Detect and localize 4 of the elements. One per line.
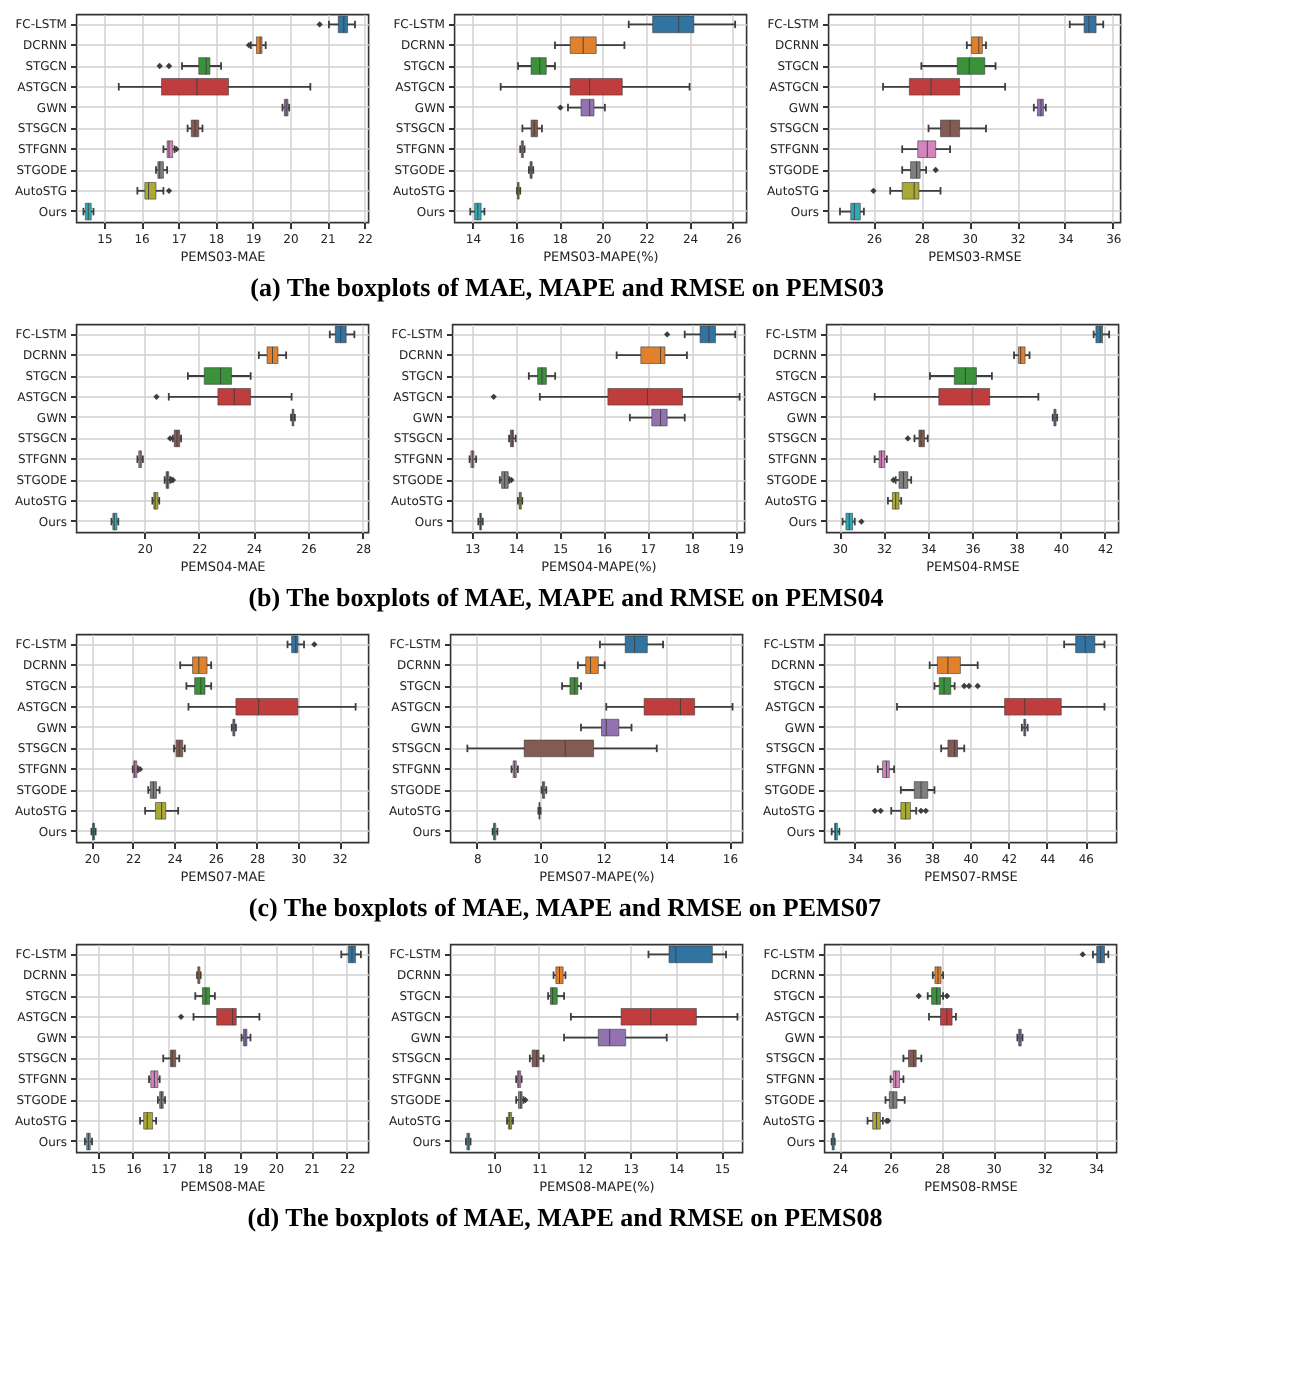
text: (d) The boxplots of MAE, MAPE and RMSE on PEMS08 [247,1201,884,1232]
text: (c) The boxplots of MAE, MAPE and RMSE on PEMS07 [248,891,883,922]
text: (b) The boxplots of MAE, MAPE and RMSE on PEMS04 [248,581,885,612]
text: (a) The boxplots of MAE, MAPE and RMSE on PEMS03 [250,271,886,302]
